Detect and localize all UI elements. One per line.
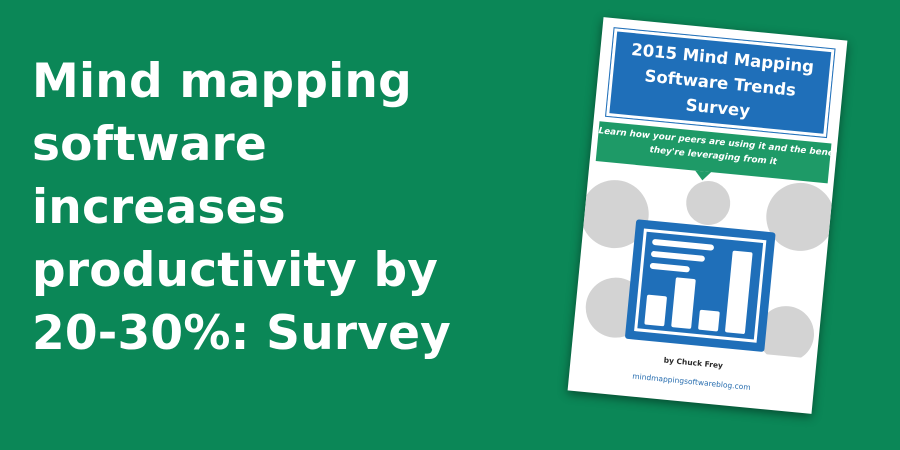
mind-map-node — [686, 181, 731, 226]
chart-bar — [698, 309, 720, 332]
cover-illustration — [580, 180, 835, 360]
headline-line: productivity by — [32, 243, 439, 298]
headline-line: Mind mapping — [32, 54, 412, 109]
chart-bar — [725, 250, 753, 334]
report-cover: 2015 Mind Mapping Software Trends Survey — [567, 17, 848, 414]
mind-map-node — [580, 180, 649, 249]
mind-map-node — [766, 182, 835, 251]
mind-map-node — [757, 306, 814, 360]
speech-bubble-tail — [694, 170, 712, 182]
headline-line: 20-30%: Survey — [32, 306, 452, 361]
headline-line: increases — [32, 180, 286, 235]
bar-chart-icon — [625, 219, 776, 352]
chart-text-line — [652, 239, 714, 251]
chart-bar — [671, 277, 696, 329]
chart-bar — [644, 294, 667, 327]
cover-title-box: 2015 Mind Mapping Software Trends Survey — [605, 26, 836, 139]
headline-line: software — [32, 117, 267, 172]
chart-text-line — [649, 263, 690, 273]
chart-text-line — [651, 251, 705, 262]
headline: Mind mapping software increases producti… — [32, 50, 552, 365]
